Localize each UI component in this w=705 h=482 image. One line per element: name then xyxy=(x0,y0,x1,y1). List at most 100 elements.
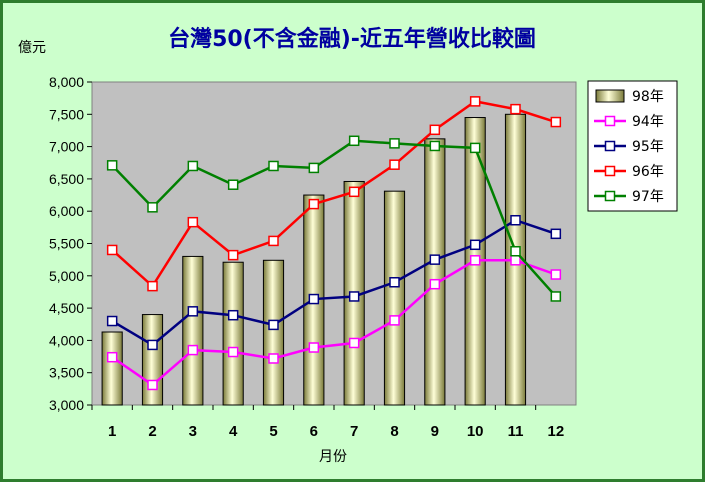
series-line xyxy=(111,218,557,347)
series-point xyxy=(308,293,320,305)
series-point xyxy=(348,337,360,349)
bar-98 xyxy=(383,190,406,406)
y-axis-label: 億元 xyxy=(18,40,46,56)
series-point xyxy=(187,160,199,172)
series-point xyxy=(389,315,400,326)
series-point xyxy=(106,351,118,363)
y-tick-label: 5,000 xyxy=(49,268,84,284)
series-point xyxy=(469,96,481,107)
series-point xyxy=(469,239,481,251)
legend-label: 98年 xyxy=(632,89,664,105)
series-point xyxy=(106,315,118,327)
y-tick-label: 7,500 xyxy=(49,106,84,122)
y-tick-label: 5,500 xyxy=(49,236,84,252)
series-point xyxy=(268,235,279,247)
bar-98 xyxy=(262,259,285,406)
series-point xyxy=(389,159,400,170)
series-point xyxy=(227,249,239,261)
y-tick-label: 6,500 xyxy=(49,171,84,187)
y-tick-label: 7,000 xyxy=(49,139,84,155)
legend-swatch-bar xyxy=(595,89,625,103)
bar-98 xyxy=(141,314,164,406)
series-point xyxy=(227,179,239,190)
y-tick-label: 4,500 xyxy=(49,300,84,316)
series-point xyxy=(348,291,360,302)
bar-98 xyxy=(182,255,204,406)
series-point xyxy=(510,214,521,226)
series-point xyxy=(187,306,199,317)
series-point xyxy=(429,140,441,152)
legend-swatch-marker xyxy=(604,115,616,127)
legend-label: 97年 xyxy=(632,189,664,205)
y-tick-label: 3,500 xyxy=(49,365,84,381)
series-point xyxy=(268,160,279,172)
series-point xyxy=(147,280,158,292)
series-point xyxy=(308,162,320,174)
x-tick-label: 11 xyxy=(508,423,524,440)
y-tick-label: 3,000 xyxy=(49,397,84,413)
bar-98 xyxy=(101,331,123,406)
series-point xyxy=(348,135,360,147)
series-point xyxy=(550,116,562,128)
y-tick-label: 4,000 xyxy=(49,332,84,348)
series-point xyxy=(147,202,158,213)
x-tick-label: 12 xyxy=(547,423,564,440)
series-point xyxy=(348,186,360,198)
x-tick-label: 1 xyxy=(108,423,116,440)
x-tick-label: 5 xyxy=(269,423,277,440)
legend-swatch-marker xyxy=(604,190,616,202)
series-point xyxy=(550,291,562,302)
x-axis-label: 月份 xyxy=(319,449,347,465)
y-ticks-layer: 3,000 3,500 4,000 4,500 5,000 5,500 6,000 6,500… xyxy=(49,74,92,413)
x-tick-label: 8 xyxy=(390,423,398,440)
x-tick-label: 4 xyxy=(229,423,238,440)
chart-title: 台灣50(不含金融)-近五年營收比較圖 xyxy=(168,26,536,52)
legend-swatch-marker xyxy=(604,165,616,177)
series-point xyxy=(469,255,481,266)
series-point xyxy=(389,138,400,149)
plot-area xyxy=(91,81,577,406)
series-point xyxy=(308,198,320,210)
x-tick-label: 10 xyxy=(467,423,484,440)
series-point xyxy=(227,346,239,358)
legend-label: 95年 xyxy=(632,139,664,155)
legend-label: 96年 xyxy=(632,164,664,180)
legend-swatch-marker xyxy=(604,140,616,152)
series-point xyxy=(429,254,441,265)
x-tick-label: 3 xyxy=(189,423,197,440)
series-point xyxy=(510,246,521,257)
series-point xyxy=(550,228,562,240)
series-point xyxy=(429,278,441,290)
y-tick-label: 6,000 xyxy=(49,203,84,219)
series-line xyxy=(111,139,557,298)
series-point xyxy=(187,344,199,356)
bar-98 xyxy=(424,138,446,406)
series-point xyxy=(510,103,521,115)
series-line xyxy=(111,259,557,387)
series-point xyxy=(308,342,320,353)
y-tick-label: 8,000 xyxy=(49,74,84,90)
x-ticks-layer: 1 2 3 4 5 6 7 8 9 10 11 12 xyxy=(91,405,564,440)
series-point xyxy=(389,277,400,288)
bars-layer xyxy=(101,113,527,406)
series-point xyxy=(147,339,158,351)
x-tick-label: 6 xyxy=(310,423,318,440)
series-point xyxy=(227,309,239,321)
series-line xyxy=(111,100,557,289)
series-point xyxy=(469,142,481,154)
series-point xyxy=(550,269,562,280)
x-tick-label: 2 xyxy=(148,423,156,440)
series-point xyxy=(268,319,279,331)
x-tick-label: 7 xyxy=(350,423,358,440)
lines-layer xyxy=(106,96,562,391)
series-point xyxy=(187,216,199,228)
series-point xyxy=(106,160,118,171)
series-point xyxy=(429,124,441,136)
series-point xyxy=(106,244,118,256)
series-point xyxy=(268,353,279,364)
series-point xyxy=(510,255,521,266)
x-tick-label: 9 xyxy=(431,423,439,440)
series-point xyxy=(147,379,158,391)
legend-items: 98年 94年 95年 96年 97年 xyxy=(594,89,664,205)
